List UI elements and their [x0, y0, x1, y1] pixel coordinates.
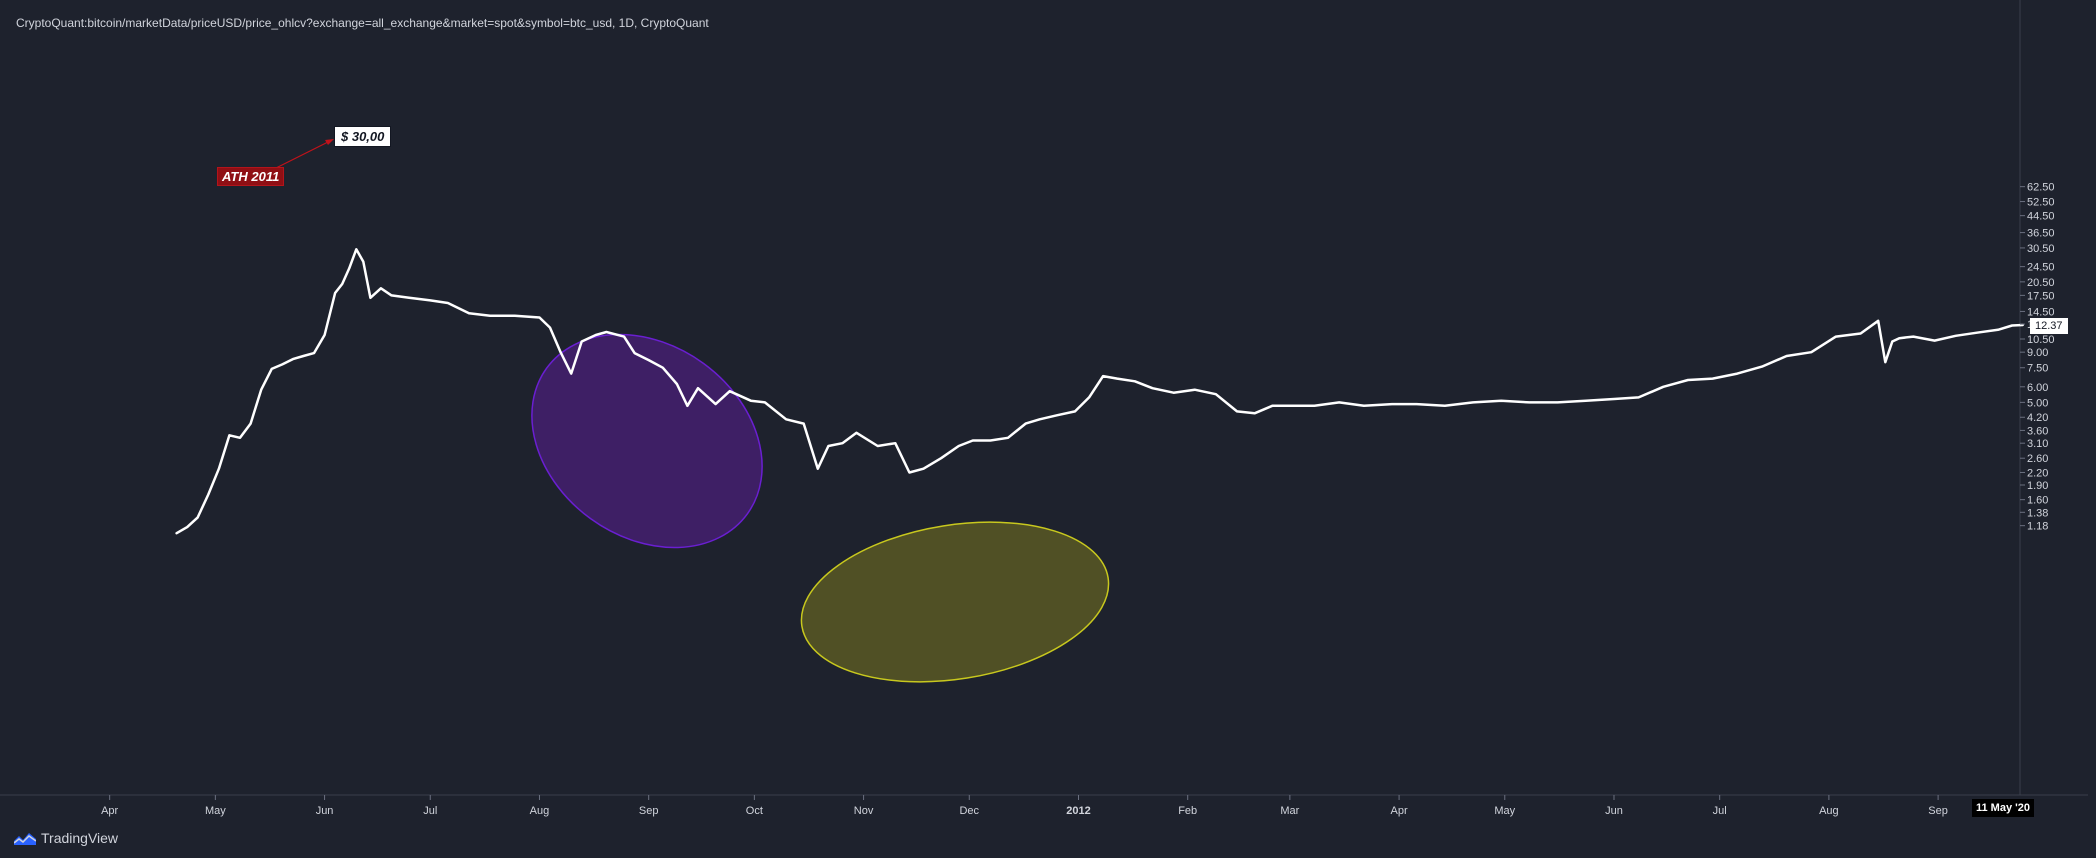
y-tick-label: 4.20 — [2027, 412, 2048, 424]
y-tick-label: 2.60 — [2027, 453, 2048, 465]
x-tick-label: May — [1494, 805, 1515, 817]
x-tick-label: Sep — [639, 805, 659, 817]
x-tick-label: Jun — [1605, 805, 1623, 817]
y-tick-label: 1.38 — [2027, 507, 2048, 519]
y-tick-label: 1.60 — [2027, 495, 2048, 507]
tradingview-logo-icon — [14, 832, 36, 845]
last-price-badge: 12.37 — [2030, 318, 2068, 334]
ath-arrowhead — [325, 139, 334, 145]
x-tick-label: Jun — [316, 805, 334, 817]
y-axis: 62.50 52.50 44.50 36.50 30.50 24.50 20.5017.50… — [2020, 182, 2055, 533]
x-tick-label: Jul — [423, 805, 437, 817]
crosshair-date-badge: 11 May '20 — [1972, 799, 2034, 817]
x-tick-label: 2012 — [1066, 805, 1090, 817]
x-axis: Apr May Jun Jul Aug Sep Oct Nov Dec 2012 Feb Mar Apr… — [101, 795, 1948, 817]
ath-arrow — [271, 139, 333, 171]
price-callout: $ 30,00 — [334, 126, 392, 147]
y-tick-label: 2.20 — [2027, 467, 2048, 479]
chart-title: CryptoQuant:bitcoin/marketData/priceUSD/… — [16, 16, 709, 30]
highlight-ellipses — [531, 333, 1110, 683]
y-tick-label: 24.50 — [2027, 262, 2055, 274]
x-tick-label: May — [205, 805, 226, 817]
y-tick-label: 30.50 — [2027, 243, 2055, 255]
y-tick-label: 5.00 — [2027, 397, 2048, 409]
y-tick-label: 20.50 — [2027, 277, 2055, 289]
tradingview-logo[interactable]: TradingView — [14, 830, 118, 846]
x-tick-label: Sep — [1928, 805, 1948, 817]
x-tick-label: Apr — [101, 805, 118, 817]
purple-highlight-ellipse — [531, 333, 763, 549]
y-tick-label: 1.90 — [2027, 480, 2048, 492]
x-tick-label: Dec — [959, 805, 979, 817]
x-tick-label: Mar — [1280, 805, 1299, 817]
tradingview-logo-text: TradingView — [41, 830, 119, 846]
x-tick-label: Aug — [530, 805, 550, 817]
y-tick-label: 7.50 — [2027, 363, 2048, 375]
y-tick-label: 62.50 — [2027, 182, 2055, 194]
x-tick-label: Jul — [1713, 805, 1727, 817]
y-tick-label: 9.00 — [2027, 347, 2048, 359]
x-tick-label: Nov — [854, 805, 874, 817]
y-tick-label: 36.50 — [2027, 228, 2055, 240]
y-tick-label: 52.50 — [2027, 197, 2055, 209]
y-tick-label: 3.60 — [2027, 425, 2048, 437]
yellow-highlight-ellipse — [800, 521, 1110, 683]
y-tick-label: 3.10 — [2027, 438, 2048, 450]
ath-label: ATH 2011 — [217, 167, 285, 186]
x-tick-label: Apr — [1391, 805, 1408, 817]
y-tick-label: 6.00 — [2027, 382, 2048, 394]
x-tick-label: Oct — [746, 805, 763, 817]
x-tick-label: Feb — [1178, 805, 1197, 817]
y-tick-label: 44.50 — [2027, 211, 2055, 223]
y-tick-label: 10.50 — [2027, 334, 2055, 346]
y-tick-label: 1.18 — [2027, 521, 2048, 533]
y-tick-label: 17.50 — [2027, 290, 2055, 302]
x-tick-label: Aug — [1819, 805, 1839, 817]
price-line — [175, 248, 2024, 535]
y-tick-label: 14.50 — [2027, 306, 2055, 318]
